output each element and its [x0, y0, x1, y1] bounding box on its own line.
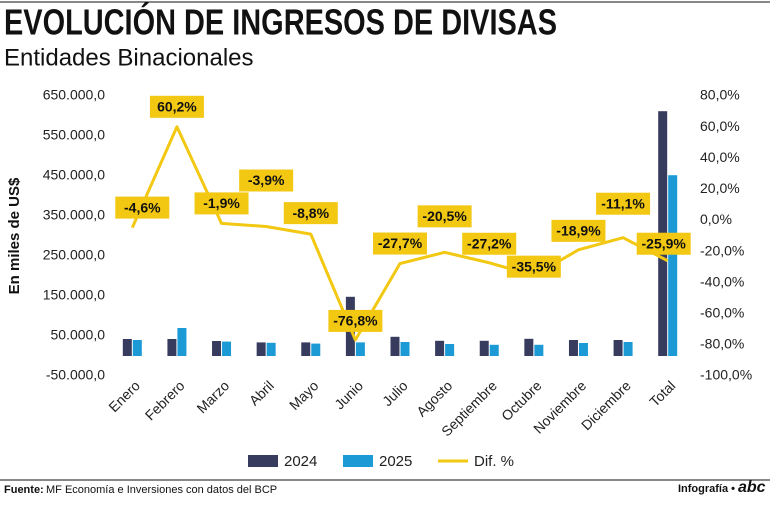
bar — [266, 342, 276, 356]
y2-tick-label: -80,0% — [700, 336, 744, 352]
chart-title: EVOLUCIÓN DE INGRESOS DE DIVISAS — [4, 1, 557, 43]
bar — [390, 336, 400, 356]
bar — [435, 340, 445, 356]
value-label: -8,8% — [292, 205, 329, 221]
value-label-box — [115, 196, 170, 219]
bar — [256, 342, 266, 356]
chart-subtitle: Entidades Binacionales — [4, 44, 254, 71]
value-label-box — [283, 202, 338, 225]
y-tick-label: 450.000,0 — [43, 167, 105, 183]
bar — [311, 343, 321, 356]
bar — [132, 340, 142, 356]
bar — [568, 340, 578, 356]
source: MF Economía e Inversiones con datos del … — [46, 484, 277, 496]
y2-tick-label: -100,0% — [700, 367, 752, 383]
value-label: -11,1% — [601, 195, 645, 211]
value-label: 60,2% — [157, 99, 197, 115]
value-label: -1,9% — [203, 195, 240, 211]
legend-label: Dif. % — [474, 453, 514, 470]
y-tick-label: 550.000,0 — [43, 127, 105, 143]
y2-tick-label: -40,0% — [700, 273, 744, 289]
x-tick-label: Agosto — [413, 377, 455, 419]
value-label-box — [373, 232, 427, 255]
y-tick-label: 150.000,0 — [43, 287, 105, 303]
x-tick-label: Mayo — [286, 377, 322, 413]
y2-tick-label: 80,0% — [700, 87, 740, 103]
y2-tick-label: -60,0% — [700, 304, 744, 320]
value-label: -27,7% — [378, 235, 423, 251]
y-tick-label: 250.000,0 — [43, 247, 105, 263]
bar — [301, 342, 311, 356]
y2-tick-label: 0,0% — [700, 211, 732, 227]
value-label: -76,8% — [333, 313, 378, 329]
value-label: -18,9% — [556, 223, 601, 239]
bar — [479, 340, 489, 356]
legend-swatch — [343, 455, 373, 467]
bar — [167, 339, 177, 356]
legend-label: 2025 — [379, 453, 412, 470]
value-label: -20,5% — [422, 208, 467, 224]
y-tick-label: 350.000,0 — [43, 207, 105, 223]
source-label: Fuente: — [4, 484, 44, 496]
y-tick-label: 50.000,0 — [51, 327, 106, 343]
bar — [668, 175, 678, 356]
y-axis-label: En miles de US$ — [6, 177, 23, 294]
x-tick-label: Julio — [379, 377, 411, 409]
x-tick-label: Marzo — [193, 377, 232, 416]
bar — [355, 342, 365, 356]
bar — [222, 341, 232, 356]
value-label: -25,9% — [642, 235, 687, 251]
value-label-box — [417, 205, 472, 228]
value-label-box — [596, 192, 651, 215]
bar — [400, 342, 410, 356]
y-tick-label: 650.000,0 — [43, 87, 105, 103]
y2-tick-label: 40,0% — [700, 149, 740, 165]
bar — [534, 344, 544, 356]
bar — [177, 328, 187, 356]
value-label-box — [551, 219, 606, 242]
bar — [623, 342, 633, 356]
value-label-box — [462, 232, 517, 255]
value-label-box — [194, 192, 249, 215]
legend-label: 2024 — [284, 453, 317, 470]
bar — [578, 343, 588, 356]
value-label-box — [328, 309, 383, 332]
value-label: -27,2% — [467, 235, 512, 251]
value-label: -4,6% — [124, 199, 161, 215]
x-tick-label: Total — [646, 377, 678, 409]
bar — [524, 338, 534, 356]
y2-tick-label: 60,0% — [700, 118, 740, 134]
value-label: -35,5% — [512, 258, 557, 274]
y2-tick-label: -20,0% — [700, 242, 744, 258]
y2-tick-label: 20,0% — [700, 180, 740, 196]
value-label: -3,9% — [248, 172, 285, 188]
value-label-box — [506, 255, 561, 278]
legend-swatch — [248, 455, 278, 467]
bar — [212, 341, 222, 356]
x-tick-label: Febrero — [142, 377, 188, 423]
credit: Infografía • — [678, 483, 735, 495]
bar — [613, 340, 623, 356]
logo: abc — [738, 479, 766, 496]
bar — [445, 344, 455, 356]
bar — [122, 339, 132, 356]
x-tick-label: Enero — [105, 377, 143, 415]
x-tick-label: Junio — [331, 377, 366, 412]
value-label-box — [636, 232, 691, 255]
value-label-box — [239, 169, 294, 192]
value-label-box — [149, 95, 204, 118]
line — [130, 125, 669, 342]
bar — [489, 344, 499, 356]
x-tick-label: Abril — [246, 377, 277, 408]
x-tick-label: Diciembre — [578, 377, 634, 433]
y-tick-label: -50.000,0 — [46, 367, 105, 383]
